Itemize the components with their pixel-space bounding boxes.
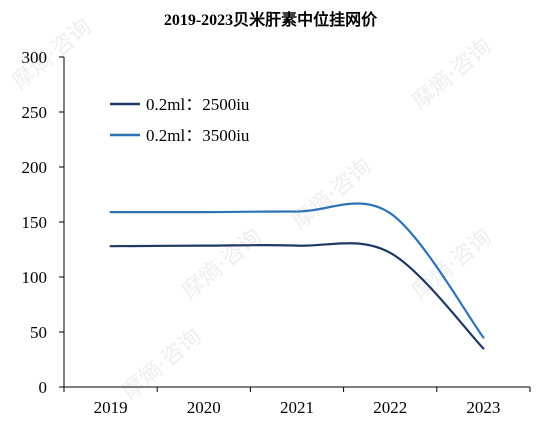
y-tick-label: 150 (22, 213, 48, 232)
y-tick-label: 0 (39, 378, 48, 397)
x-tick-label: 2023 (466, 398, 500, 417)
axes: 0 50 100 150 200 250 300 2019 2020 2021 2022 2023 (22, 48, 531, 417)
legend-label-1: 0.2ml：2500iu (146, 95, 250, 114)
series-line-1 (109, 242, 485, 350)
x-tick-label: 2019 (94, 398, 128, 417)
y-tick-label: 200 (22, 158, 48, 177)
y-tick-label: 250 (22, 103, 48, 122)
series-line-2 (109, 202, 485, 339)
watermark-text: 摩熵·咨询 (178, 224, 267, 304)
legend: 0.2ml：2500iu 0.2ml：3500iu (110, 95, 250, 145)
x-tick-label: 2021 (280, 398, 314, 417)
x-tick-label: 2022 (373, 398, 407, 417)
x-tick-label: 2020 (187, 398, 221, 417)
legend-label-2: 0.2ml：3500iu (146, 126, 250, 145)
chart-title: 2019-2023贝米肝素中位挂网价 (163, 12, 378, 29)
watermark-text: 摩熵·咨询 (408, 224, 497, 304)
y-tick-label: 300 (22, 48, 48, 67)
watermark-text: 摩熵·咨询 (288, 154, 377, 234)
y-tick-label: 50 (30, 323, 47, 342)
watermark-text: 摩熵·咨询 (118, 324, 207, 404)
y-tick-label: 100 (22, 268, 48, 287)
watermark-text: 摩熵·咨询 (408, 34, 497, 114)
series-layer (109, 202, 485, 350)
